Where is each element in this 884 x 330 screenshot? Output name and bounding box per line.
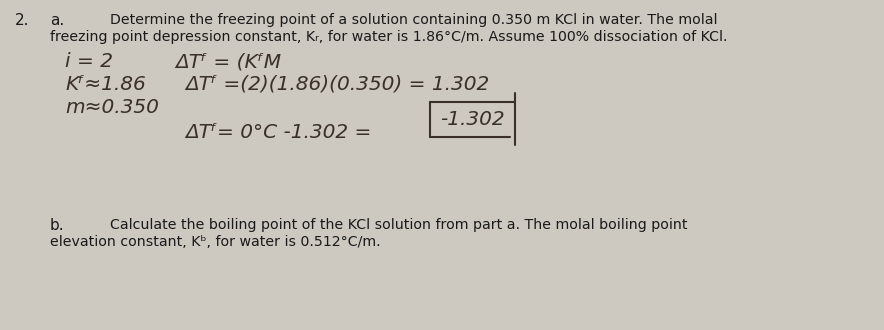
Text: freezing point depression constant, Kᵣ, for water is 1.86°C/m. Assume 100% disso: freezing point depression constant, Kᵣ, … [50,30,728,44]
Text: ΔTᶠ = (KᶠM: ΔTᶠ = (KᶠM [175,52,281,71]
Text: Kᶠ≈1.86: Kᶠ≈1.86 [65,75,146,94]
Text: a.: a. [50,13,65,28]
Text: ΔTᶠ= 0°C -1.302 =: ΔTᶠ= 0°C -1.302 = [185,123,371,142]
Text: elevation constant, Kᵇ, for water is 0.512°C/m.: elevation constant, Kᵇ, for water is 0.5… [50,235,381,249]
Text: 2.: 2. [15,13,29,28]
Text: ΔTᶠ =(2)(1.86)(0.350) = 1.302: ΔTᶠ =(2)(1.86)(0.350) = 1.302 [185,75,489,94]
Text: Determine the freezing point of a solution containing 0.350 m KCl in water. The : Determine the freezing point of a soluti… [110,13,718,27]
Text: b.: b. [50,218,65,233]
Text: -1.302: -1.302 [440,110,505,129]
Text: m≈0.350: m≈0.350 [65,98,159,117]
Text: i = 2: i = 2 [65,52,113,71]
Text: Calculate the boiling point of the KCl solution from part a. The molal boiling p: Calculate the boiling point of the KCl s… [110,218,688,232]
